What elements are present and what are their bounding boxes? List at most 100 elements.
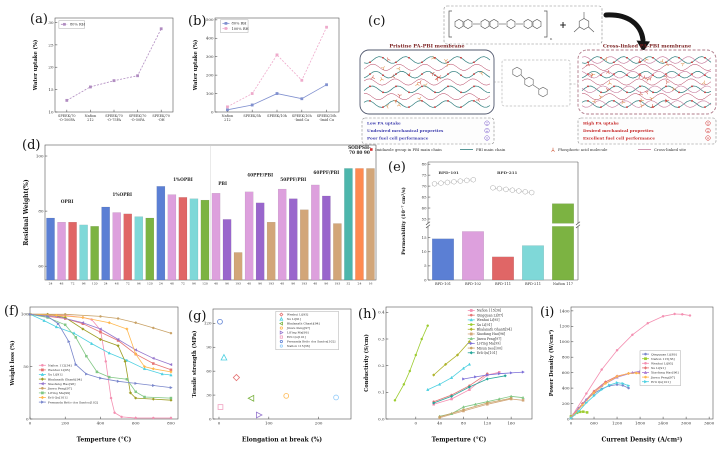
series-1: [28, 313, 173, 372]
svg-text:1800: 1800: [635, 421, 646, 426]
svg-text:Low PA uptake: Low PA uptake: [367, 121, 401, 126]
svg-text:Wenhui Li[95]: Wenhui Li[95]: [287, 313, 308, 317]
svg-text:Desired mechanical properties: Desired mechanical properties: [583, 128, 654, 133]
svg-text:55: 55: [422, 216, 427, 221]
svg-text:1400: 1400: [559, 308, 570, 313]
svg-text:24: 24: [49, 281, 53, 285]
svg-text:48: 48: [60, 281, 64, 285]
svg-text:Erli Qu[101]: Erli Qu[101]: [477, 351, 497, 355]
panel-label-e: (e): [388, 160, 406, 175]
svg-text:BPD-101: BPD-101: [435, 282, 451, 286]
svg-text:120: 120: [147, 281, 153, 285]
svg-text:96: 96: [291, 281, 295, 285]
chart-svg-g: 0 30 60 90 120 0 100 200 Tensile strength (MPa) E…: [191, 308, 352, 444]
series-3: [28, 312, 173, 402]
svg-text:20: 20: [48, 65, 54, 70]
svg-text:96: 96: [258, 281, 262, 285]
svg-text:Poor fuel cell performance: Poor fuel cell performance: [367, 135, 429, 140]
svg-text:Water uptake (%): Water uptake (%): [192, 40, 199, 92]
svg-text:120: 120: [202, 281, 208, 285]
svg-text:50PPF/PBI: 50PPF/PBI: [280, 178, 306, 183]
svg-text:500: 500: [206, 17, 214, 22]
series-1: [226, 25, 328, 109]
svg-text:800: 800: [562, 355, 570, 360]
svg-text:600: 600: [562, 370, 570, 375]
svg-text:LiYing Ma[99]: LiYing Ma[99]: [48, 391, 70, 395]
svg-text:1%OPBI: 1%OPBI: [112, 193, 132, 198]
series-4: [432, 340, 472, 377]
svg-text:40: 40: [437, 421, 443, 426]
svg-text:Bhalanath Ghanti[94]: Bhalanath Ghanti[94]: [287, 322, 320, 326]
svg-text:0: 0: [209, 416, 212, 421]
svg-text:Fernanda Brito dos Santos[102]: Fernanda Brito dos Santos[102]: [48, 400, 98, 404]
svg-text:96: 96: [324, 281, 328, 285]
svg-text:32: 32: [347, 281, 351, 285]
svg-text:Fernanda Brito dos Santos[102]: Fernanda Brito dos Santos[102]: [287, 340, 336, 344]
svg-text:0.1: 0.1: [378, 390, 384, 395]
svg-text:193: 193: [268, 281, 274, 285]
panel-f-weight-loss-chart: 0 50 100 0 200 400 600 800 Weight loss (%) Temper…: [6, 304, 184, 444]
svg-text:Weight loss (%): Weight loss (%): [9, 340, 16, 386]
svg-text:0.4: 0.4: [378, 310, 385, 315]
svg-text:BPD-211: BPD-211: [497, 170, 518, 175]
svg-text:1%OPBI: 1%OPBI: [173, 178, 193, 183]
series-2: [569, 312, 692, 419]
series-5: [438, 397, 525, 419]
svg-text:80: 80: [461, 421, 467, 426]
svg-text:96: 96: [192, 281, 196, 285]
panel-label-h: (h): [358, 307, 377, 322]
svg-text:Nafion 117: Nafion 117: [553, 282, 574, 286]
svg-text:0: 0: [218, 421, 221, 426]
chart-svg-h: 0.0 0.1 0.2 0.3 0.4 0 40 80 120 160 Conductivity (…: [363, 306, 533, 444]
svg-text:80: 80: [422, 161, 427, 166]
svg-text:10: 10: [48, 109, 54, 114]
svg-text:SPEEK/5h: SPEEK/5h: [243, 114, 261, 118]
svg-text:30: 30: [48, 20, 54, 25]
svg-text:80% RH: 80% RH: [231, 22, 246, 26]
svg-text:24: 24: [358, 281, 362, 285]
svg-text:Excellent fuel cell performanc: Excellent fuel cell performance: [583, 135, 655, 140]
panel-label-c: (c): [368, 14, 386, 29]
svg-text:200: 200: [562, 401, 570, 406]
svg-text:SODPSH-70 80 90: SODPSH-70 80 90: [348, 146, 371, 156]
svg-text:160: 160: [507, 421, 515, 426]
svg-text:Jinwu Peng[97]: Jinwu Peng[97]: [47, 386, 72, 390]
svg-text:Undesired mechanical propertie: Undesired mechanical properties: [367, 128, 444, 133]
svg-text:Nafion 115[36]: Nafion 115[36]: [651, 357, 675, 361]
series-8: [28, 312, 173, 390]
series-2: [28, 312, 173, 377]
svg-text:SPEEK/70-O-100PA: SPEEK/70 -O-100PA: [58, 114, 76, 122]
svg-text:80% RH: 80% RH: [70, 23, 85, 27]
svg-text:100: 100: [36, 153, 44, 158]
svg-text:96: 96: [225, 281, 229, 285]
svg-text:25: 25: [48, 42, 54, 47]
svg-text:10: 10: [422, 249, 427, 254]
panel-h-conductivity-chart: 0.0 0.1 0.2 0.3 0.4 0 40 80 120 160 Conductivity (…: [360, 304, 538, 444]
svg-text:Temperture (°C): Temperture (°C): [77, 437, 132, 444]
svg-text:75: 75: [422, 172, 427, 177]
svg-text:1200: 1200: [559, 324, 570, 329]
svg-text:48: 48: [247, 281, 251, 285]
svg-text:96: 96: [82, 281, 86, 285]
svg-text:PBI: PBI: [218, 182, 227, 187]
svg-text:Bhalanath Ghanti[94]: Bhalanath Ghanti[94]: [48, 377, 82, 381]
svg-text:50: 50: [23, 364, 29, 369]
svg-text:n: n: [550, 37, 553, 41]
svg-text:Jinwu Peng[97]: Jinwu Peng[97]: [650, 375, 675, 379]
svg-text:48: 48: [214, 281, 218, 285]
svg-text:0: 0: [570, 421, 573, 426]
svg-text:2400: 2400: [658, 421, 669, 426]
svg-text:120: 120: [204, 321, 212, 326]
svg-text:0: 0: [29, 421, 32, 426]
svg-text:48: 48: [313, 281, 317, 285]
svg-text:Wenhui Li[95]: Wenhui Li[95]: [48, 368, 70, 372]
svg-text:193: 193: [335, 281, 341, 285]
svg-text:193: 193: [235, 281, 241, 285]
svg-text:Nafion 115[36]: Nafion 115[36]: [287, 344, 310, 348]
svg-text:72: 72: [71, 281, 75, 285]
svg-text:High PA uptake: High PA uptake: [583, 121, 619, 126]
chart-svg-i: 0 200 400 600 800 1000 1200 1400 0 600 1200 1800 240…: [548, 306, 715, 444]
svg-text:600: 600: [132, 421, 140, 426]
